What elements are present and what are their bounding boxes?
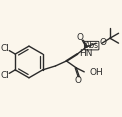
Text: Cl: Cl bbox=[0, 71, 9, 80]
Text: OH: OH bbox=[89, 68, 103, 77]
Text: HN: HN bbox=[79, 49, 93, 58]
Text: O: O bbox=[75, 76, 82, 85]
Text: Cl: Cl bbox=[0, 44, 9, 53]
Text: O: O bbox=[77, 33, 84, 42]
Text: O: O bbox=[99, 38, 106, 47]
FancyBboxPatch shape bbox=[84, 41, 99, 50]
Text: Abs: Abs bbox=[85, 41, 99, 50]
